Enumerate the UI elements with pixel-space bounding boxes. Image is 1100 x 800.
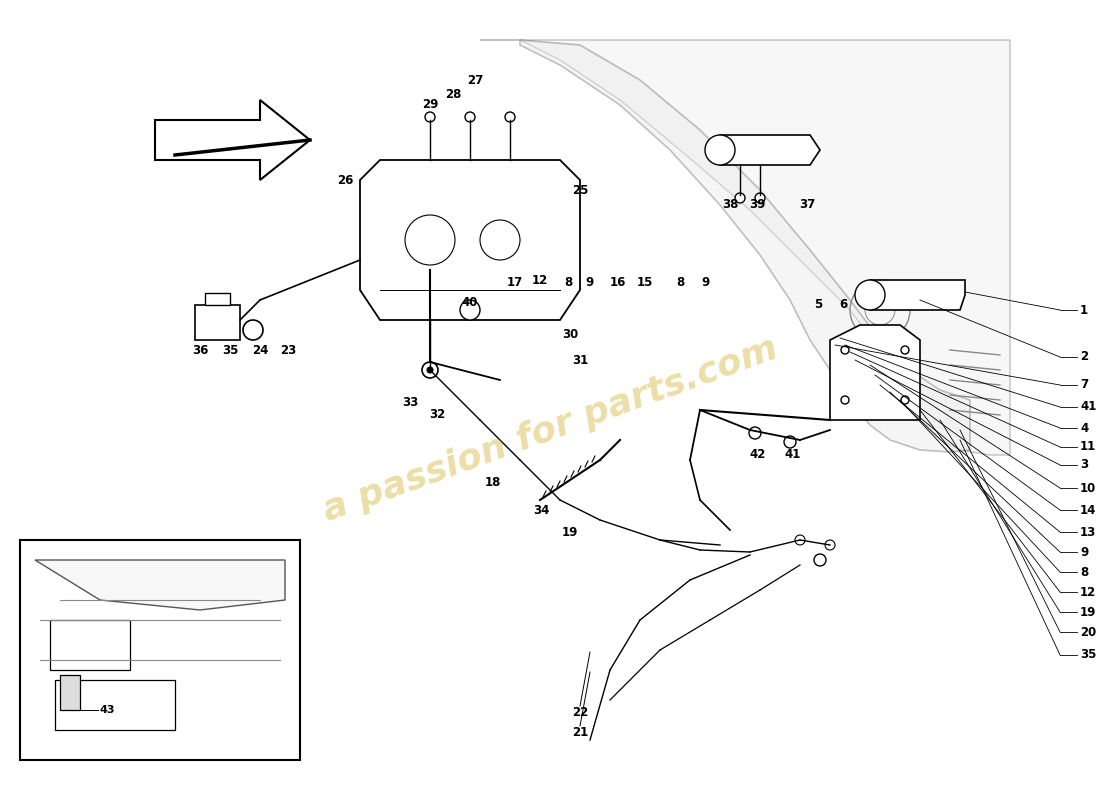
Text: 34: 34 <box>532 503 549 517</box>
Text: 8: 8 <box>675 275 684 289</box>
Text: 38: 38 <box>722 198 738 211</box>
Text: 11: 11 <box>1080 441 1097 454</box>
Text: 2: 2 <box>1080 350 1088 363</box>
Text: 19: 19 <box>1080 606 1097 618</box>
Text: 8: 8 <box>1080 566 1088 578</box>
Bar <box>55 680 175 730</box>
Circle shape <box>825 540 835 550</box>
Circle shape <box>855 280 886 310</box>
Text: 21: 21 <box>572 726 588 738</box>
Text: 9: 9 <box>1080 546 1088 558</box>
Text: 10: 10 <box>1080 482 1097 494</box>
Circle shape <box>705 135 735 165</box>
Polygon shape <box>195 305 240 340</box>
Text: 7: 7 <box>1080 378 1088 391</box>
Text: 18: 18 <box>485 475 502 489</box>
Text: 20: 20 <box>1080 626 1097 638</box>
Circle shape <box>755 193 764 203</box>
Circle shape <box>735 193 745 203</box>
Text: 31: 31 <box>572 354 588 366</box>
Text: 1: 1 <box>1080 303 1088 317</box>
Text: 35: 35 <box>1080 649 1097 662</box>
Text: 29: 29 <box>421 98 438 110</box>
Bar <box>205 293 230 305</box>
Bar <box>20 540 300 760</box>
Text: 3: 3 <box>1080 458 1088 471</box>
Text: 9: 9 <box>701 275 710 289</box>
Text: 25: 25 <box>572 183 588 197</box>
Text: 13: 13 <box>1080 526 1097 538</box>
Text: 12: 12 <box>1080 586 1097 598</box>
Text: 33: 33 <box>402 395 418 409</box>
Text: 27: 27 <box>466 74 483 86</box>
Text: 35: 35 <box>222 343 239 357</box>
Text: 15: 15 <box>637 275 653 289</box>
Text: 40: 40 <box>462 295 478 309</box>
Circle shape <box>842 396 849 404</box>
Text: 41: 41 <box>1080 401 1097 414</box>
Text: 37: 37 <box>799 198 815 211</box>
Bar <box>50 620 130 670</box>
Text: 23: 23 <box>279 343 296 357</box>
Polygon shape <box>830 325 920 420</box>
Text: 36: 36 <box>191 343 208 357</box>
Polygon shape <box>520 40 970 452</box>
Text: 43: 43 <box>100 705 116 715</box>
Text: 32: 32 <box>429 409 446 422</box>
Text: a passion for parts.com: a passion for parts.com <box>318 332 782 528</box>
Text: 5: 5 <box>814 298 822 311</box>
Text: 30: 30 <box>562 329 579 342</box>
Circle shape <box>505 112 515 122</box>
Circle shape <box>842 346 849 354</box>
Text: 24: 24 <box>252 343 268 357</box>
Text: 39: 39 <box>749 198 766 211</box>
Polygon shape <box>720 135 820 165</box>
Text: 26: 26 <box>337 174 353 186</box>
Text: 4: 4 <box>1080 422 1088 434</box>
Text: 9: 9 <box>586 275 594 289</box>
Circle shape <box>422 362 438 378</box>
Text: 42: 42 <box>750 449 767 462</box>
Circle shape <box>427 367 433 373</box>
Text: 12: 12 <box>532 274 548 286</box>
Circle shape <box>749 427 761 439</box>
Circle shape <box>425 112 435 122</box>
Text: 17: 17 <box>507 275 524 289</box>
Text: 8: 8 <box>564 275 572 289</box>
Text: 16: 16 <box>609 275 626 289</box>
Text: 6: 6 <box>839 298 847 311</box>
Text: 41: 41 <box>784 449 801 462</box>
Text: 28: 28 <box>444 87 461 101</box>
Circle shape <box>784 436 796 448</box>
Polygon shape <box>360 160 580 320</box>
Text: 22: 22 <box>572 706 588 718</box>
Text: 14: 14 <box>1080 503 1097 517</box>
Text: 19: 19 <box>562 526 579 538</box>
Polygon shape <box>480 40 1010 455</box>
Circle shape <box>795 535 805 545</box>
Polygon shape <box>870 280 965 310</box>
Circle shape <box>814 554 826 566</box>
Circle shape <box>901 396 909 404</box>
Circle shape <box>901 346 909 354</box>
Circle shape <box>460 300 480 320</box>
Bar <box>60 675 80 710</box>
Polygon shape <box>35 560 285 610</box>
Circle shape <box>243 320 263 340</box>
Circle shape <box>465 112 475 122</box>
